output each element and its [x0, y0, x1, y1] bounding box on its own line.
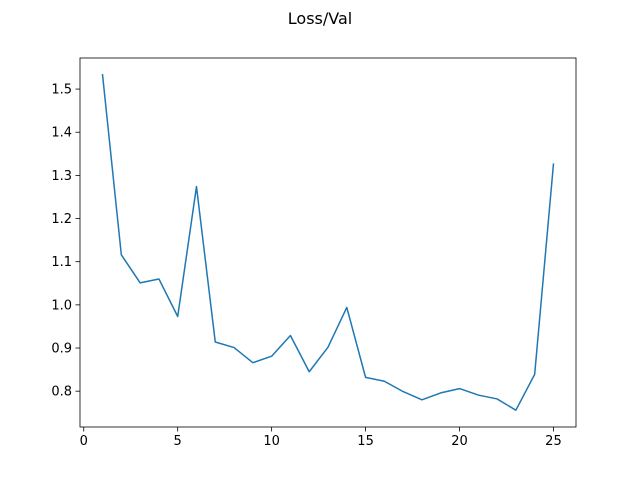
x-tick-label: 20 — [451, 434, 468, 449]
y-tick-label: 0.8 — [51, 385, 72, 400]
series-line-0 — [101, 74, 555, 411]
x-tick-label: 25 — [545, 434, 562, 449]
axes-frame — [79, 57, 577, 428]
plot-area: 0 5 10 15 20 25 0.8 0.9 1.0 1.1 1.2 1.3 1.4 1.5 — [51, 57, 577, 449]
x-tick-label: 10 — [263, 434, 280, 449]
x-tick-label: 0 — [80, 434, 88, 449]
y-tick-label: 1.3 — [51, 169, 72, 184]
y-tick-label: 1.5 — [51, 83, 72, 98]
x-tick-label: 5 — [174, 434, 182, 449]
y-tick-label: 1.0 — [51, 298, 72, 313]
y-tick-label: 0.9 — [51, 342, 72, 357]
y-tick-label: 1.1 — [51, 255, 72, 270]
y-tick-label: 1.2 — [51, 212, 72, 227]
chart-title: Loss/Val — [288, 9, 352, 28]
y-tick-label: 1.4 — [51, 126, 72, 141]
x-tick-label: 15 — [357, 434, 374, 449]
